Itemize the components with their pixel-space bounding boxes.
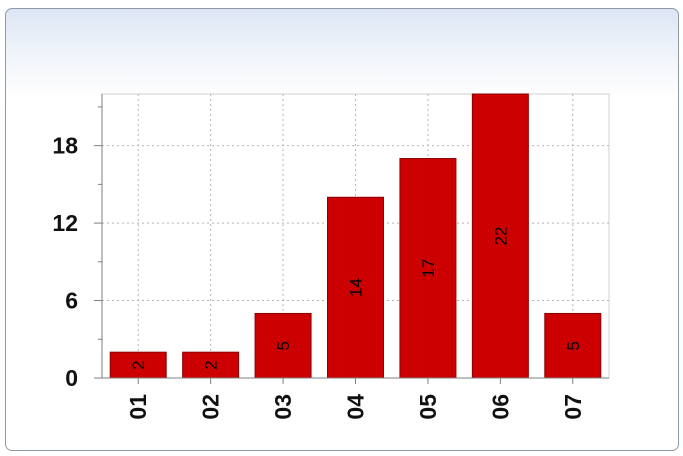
- y-tick-label: 12: [52, 210, 78, 236]
- bar-value-label: 2: [202, 360, 221, 369]
- x-tick-label: 02: [198, 394, 224, 420]
- y-tick-label: 6: [65, 288, 78, 314]
- bar-value-label: 17: [419, 259, 438, 278]
- x-tick-label: 07: [560, 394, 586, 420]
- x-tick-label: 04: [343, 394, 369, 420]
- bar-07: [544, 312, 602, 379]
- x-tick-label: 01: [125, 394, 151, 420]
- bar-value-label: 5: [564, 341, 583, 350]
- bar-layer: [109, 93, 602, 379]
- x-tick-label: 03: [270, 394, 296, 420]
- bar-value-label: 5: [274, 341, 293, 350]
- bar-value-label: 2: [129, 360, 148, 369]
- bar-value-label: 22: [491, 227, 510, 246]
- axis-layer: [94, 94, 609, 384]
- y-tick-label: 0: [65, 365, 78, 391]
- x-tick-label: 06: [487, 394, 513, 420]
- bar-06: [471, 93, 529, 379]
- y-tick-label: 18: [52, 133, 78, 159]
- bar-value-label: 14: [347, 278, 366, 297]
- bar-05: [399, 158, 457, 379]
- x-tick-label: 05: [415, 394, 441, 420]
